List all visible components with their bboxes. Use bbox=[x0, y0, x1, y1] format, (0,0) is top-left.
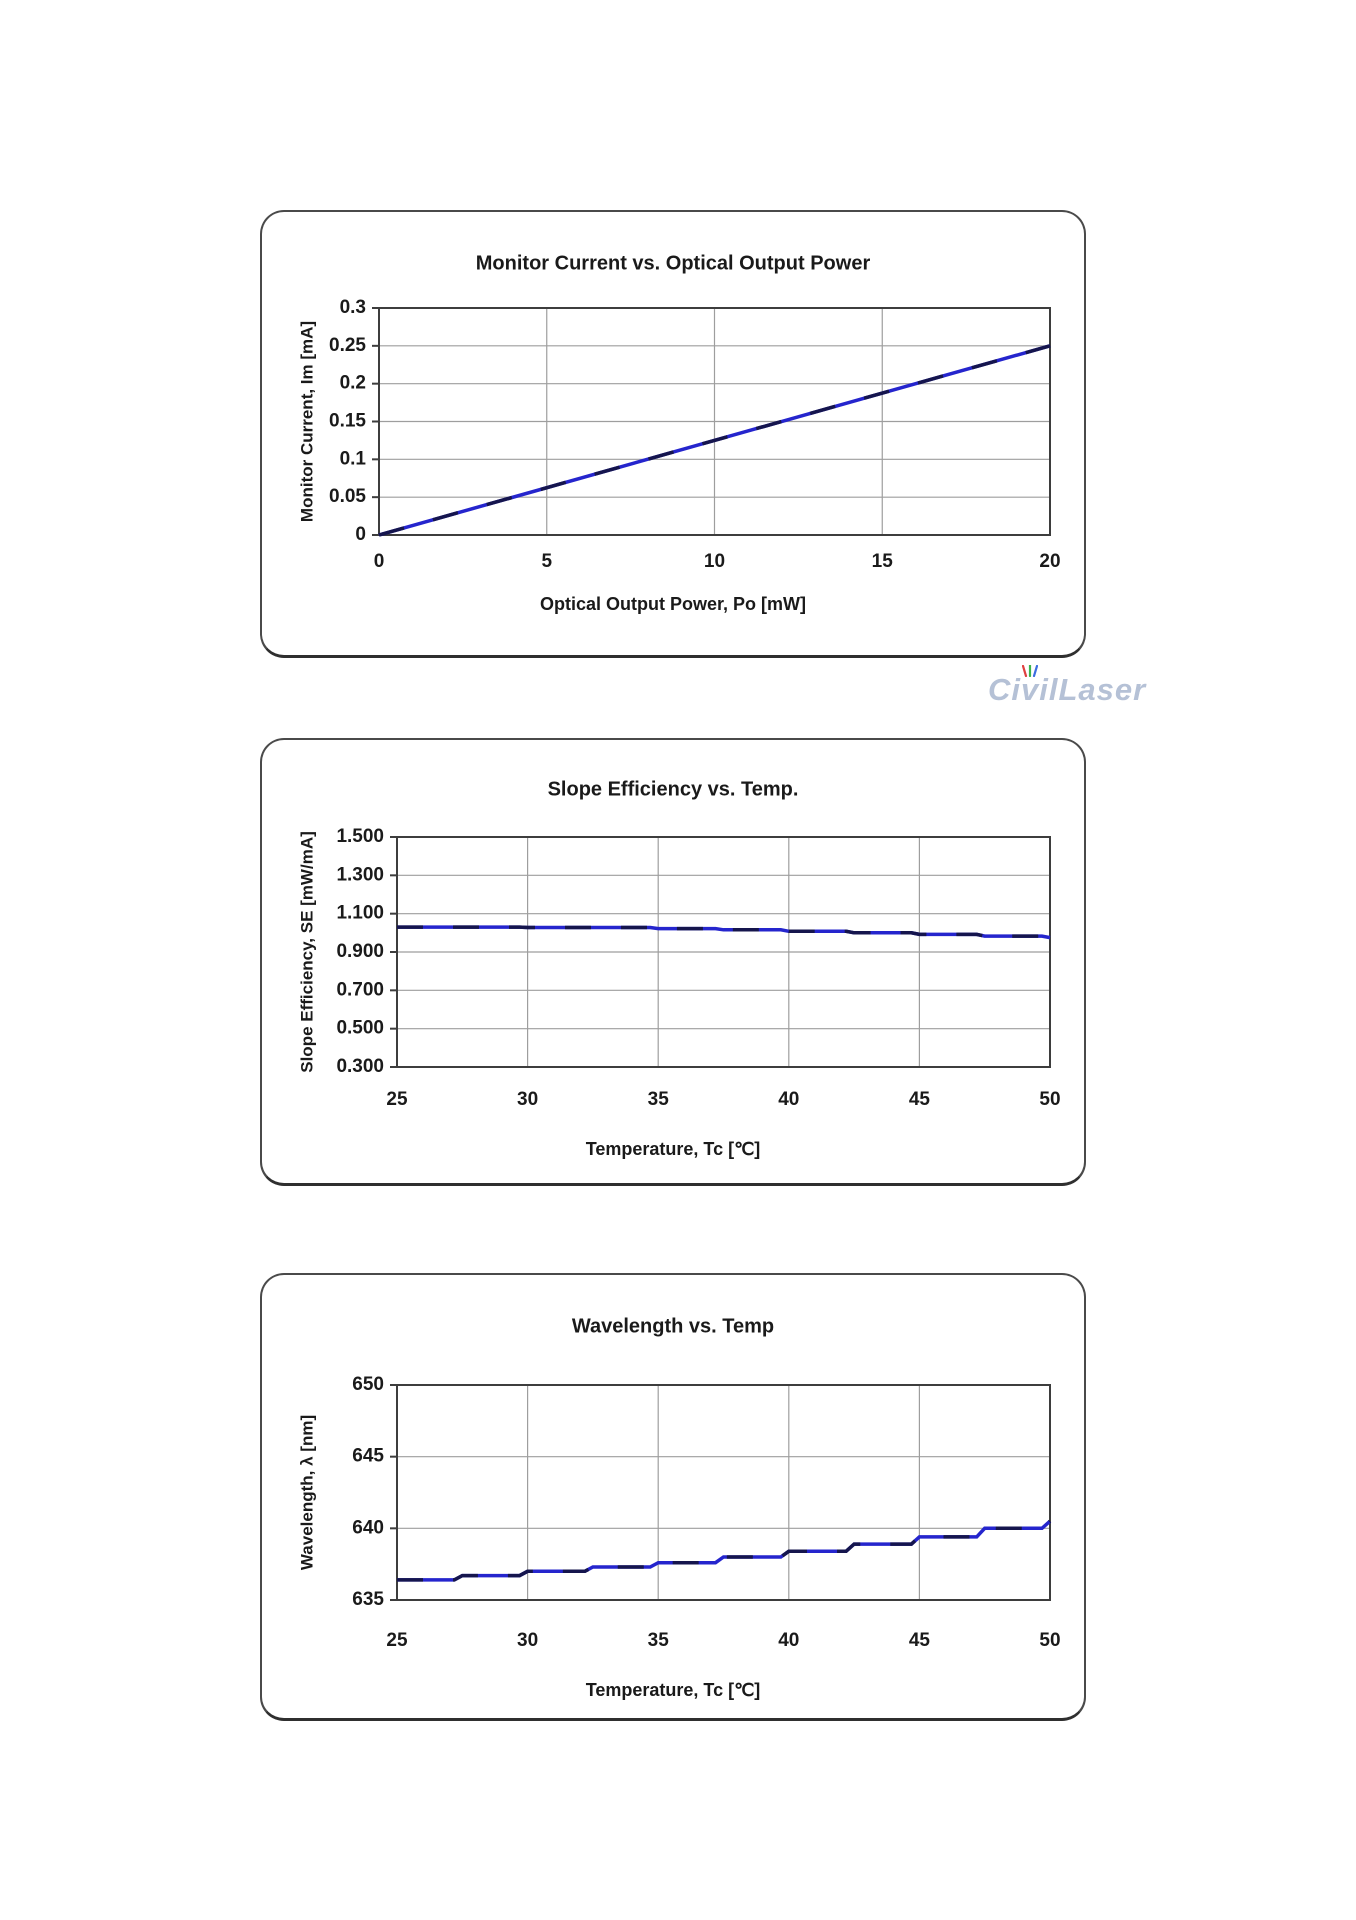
y-axis-title: Slope Efficiency, SE [mW/mA] bbox=[297, 831, 316, 1073]
data-line-dash-overlay bbox=[378, 344, 1051, 537]
y-tick-label: 1.500 bbox=[336, 826, 384, 847]
chart-title: Monitor Current vs. Optical Output Power bbox=[476, 252, 871, 274]
watermark-text-post: ilLaser bbox=[1039, 672, 1147, 707]
x-tick-label: 25 bbox=[386, 1630, 408, 1651]
y-tick-label: 0.1 bbox=[340, 448, 367, 469]
x-tick-label: 0 bbox=[374, 551, 385, 572]
data-line-dash-overlay bbox=[397, 925, 1051, 940]
slope-efficiency-chart: Slope Efficiency vs. Temp. 0.300 0.500 0.70… bbox=[297, 778, 1060, 1159]
chart-title: Slope Efficiency vs. Temp. bbox=[548, 778, 799, 800]
x-tick-label: 30 bbox=[517, 1089, 538, 1110]
y-tick-label: 0.3 bbox=[340, 297, 366, 318]
y-tick-label: 0.05 bbox=[329, 486, 366, 507]
y-tick-label: 635 bbox=[352, 1589, 384, 1610]
x-tick-label: 35 bbox=[648, 1630, 670, 1651]
x-tick-label: 30 bbox=[517, 1630, 538, 1651]
watermark-v: v bbox=[1021, 665, 1039, 708]
data-line bbox=[397, 1519, 1052, 1582]
chart-panel-wavelength: Wavelength vs. Temp 635 640 645 650 25 30 35 40 4… bbox=[260, 1273, 1086, 1721]
watermark-civillaser: Civ ilLaser bbox=[988, 665, 1147, 708]
x-tick-label: 15 bbox=[872, 551, 894, 572]
y-tick-label: 0.700 bbox=[336, 979, 384, 1000]
x-tick-label: 40 bbox=[778, 1630, 799, 1651]
x-axis-title: Optical Output Power, Po [mW] bbox=[540, 594, 806, 614]
monitor-current-chart: Monitor Current vs. Optical Output Power… bbox=[297, 252, 1060, 614]
y-axis-title: Wavelength, λ [nm] bbox=[297, 1415, 316, 1570]
y-tick-label: 1.100 bbox=[336, 903, 384, 924]
watermark-text-pre: Ci bbox=[988, 672, 1021, 707]
y-tick-label: 0.500 bbox=[336, 1018, 384, 1039]
y-tick-label: 0.2 bbox=[340, 373, 366, 394]
y-tick-label: 650 bbox=[352, 1374, 384, 1395]
x-tick-label: 10 bbox=[704, 551, 725, 572]
y-tick-label: 0.300 bbox=[336, 1056, 384, 1077]
x-axis-title: Temperature, Tc [℃] bbox=[586, 1680, 761, 1700]
y-axis-title: Monitor Current, Im [mA] bbox=[297, 321, 316, 522]
y-tick-label: 640 bbox=[352, 1517, 384, 1538]
y-tick-label: 645 bbox=[352, 1446, 384, 1467]
y-tick-label: 0.900 bbox=[336, 941, 384, 962]
x-tick-label: 5 bbox=[541, 551, 552, 572]
data-line-dash-overlay bbox=[397, 1519, 1052, 1582]
data-line bbox=[397, 925, 1051, 940]
x-tick-label: 50 bbox=[1039, 1630, 1060, 1651]
x-tick-label: 45 bbox=[909, 1089, 931, 1110]
y-tick-label: 0.25 bbox=[329, 335, 366, 356]
x-axis-title: Temperature, Tc [℃] bbox=[586, 1139, 761, 1159]
x-tick-label: 20 bbox=[1039, 551, 1060, 572]
x-tick-label: 40 bbox=[778, 1089, 799, 1110]
x-tick-label: 25 bbox=[386, 1089, 408, 1110]
x-tick-label: 45 bbox=[909, 1630, 931, 1651]
chart-panel-monitor-current: Monitor Current vs. Optical Output Power… bbox=[260, 210, 1086, 658]
x-tick-label: 50 bbox=[1039, 1089, 1060, 1110]
plot-border bbox=[396, 1384, 1051, 1601]
wavelength-chart: Wavelength vs. Temp 635 640 645 650 25 30 35 40 4… bbox=[297, 1315, 1060, 1700]
y-tick-label: 0.15 bbox=[329, 411, 366, 432]
y-tick-label: 1.300 bbox=[336, 864, 384, 885]
y-tick-label: 0 bbox=[355, 524, 366, 545]
x-tick-label: 35 bbox=[648, 1089, 670, 1110]
chart-panel-slope-efficiency: Slope Efficiency vs. Temp. 0.300 0.500 0.70… bbox=[260, 738, 1086, 1186]
chart-title: Wavelength vs. Temp bbox=[572, 1315, 774, 1337]
